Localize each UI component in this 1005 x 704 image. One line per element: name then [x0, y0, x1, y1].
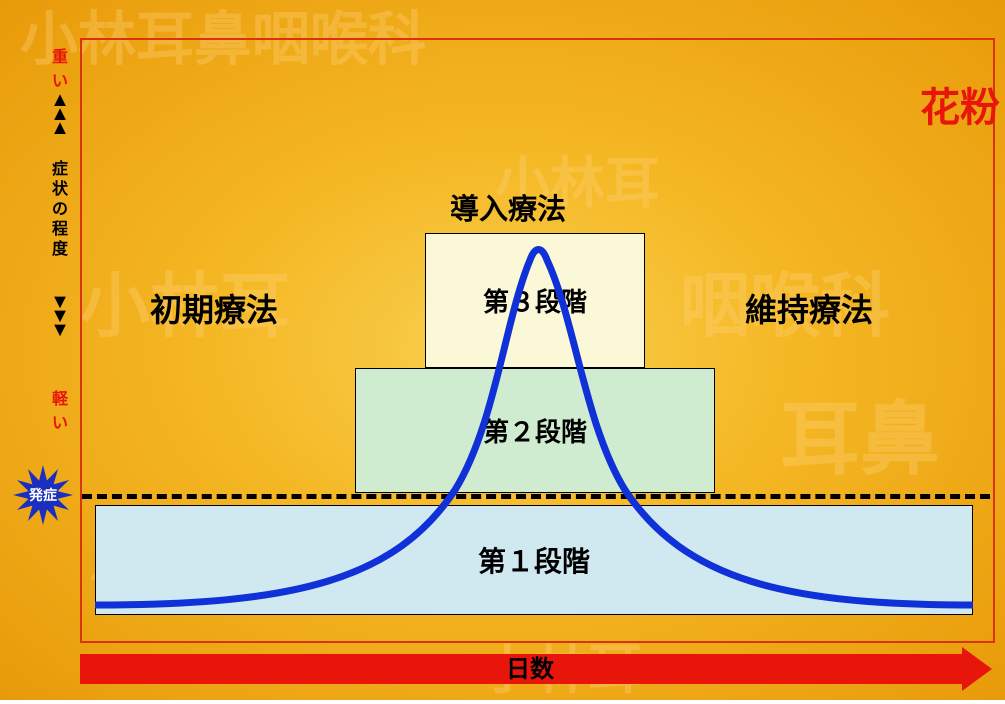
stage-box: 第３段階 — [425, 233, 645, 368]
x-axis-arrow-head — [962, 647, 992, 691]
stage-box: 第２段階 — [355, 368, 715, 493]
y-axis-arrows-up: ▲▲▲ — [50, 93, 70, 135]
x-axis-label: 日数 — [506, 649, 554, 684]
chart-title: 花粉 — [920, 75, 1000, 133]
y-axis-arrows-down: ▼▼▼ — [50, 295, 70, 337]
y-axis-label-heavy: 重い — [50, 43, 70, 91]
therapy-label-induction: 導入療法 — [450, 186, 566, 228]
onset-threshold-line — [82, 494, 990, 499]
therapy-label-initial: 初期療法 — [150, 285, 278, 331]
stage-box: 第１段階 — [95, 505, 973, 615]
onset-starburst: 発症 — [13, 465, 73, 525]
onset-label: 発症 — [29, 485, 57, 505]
therapy-label-maintain: 維持療法 — [745, 285, 873, 331]
y-axis-label-severity: 症状の程度 — [50, 160, 70, 260]
y-axis-label-light: 軽い — [50, 385, 70, 433]
